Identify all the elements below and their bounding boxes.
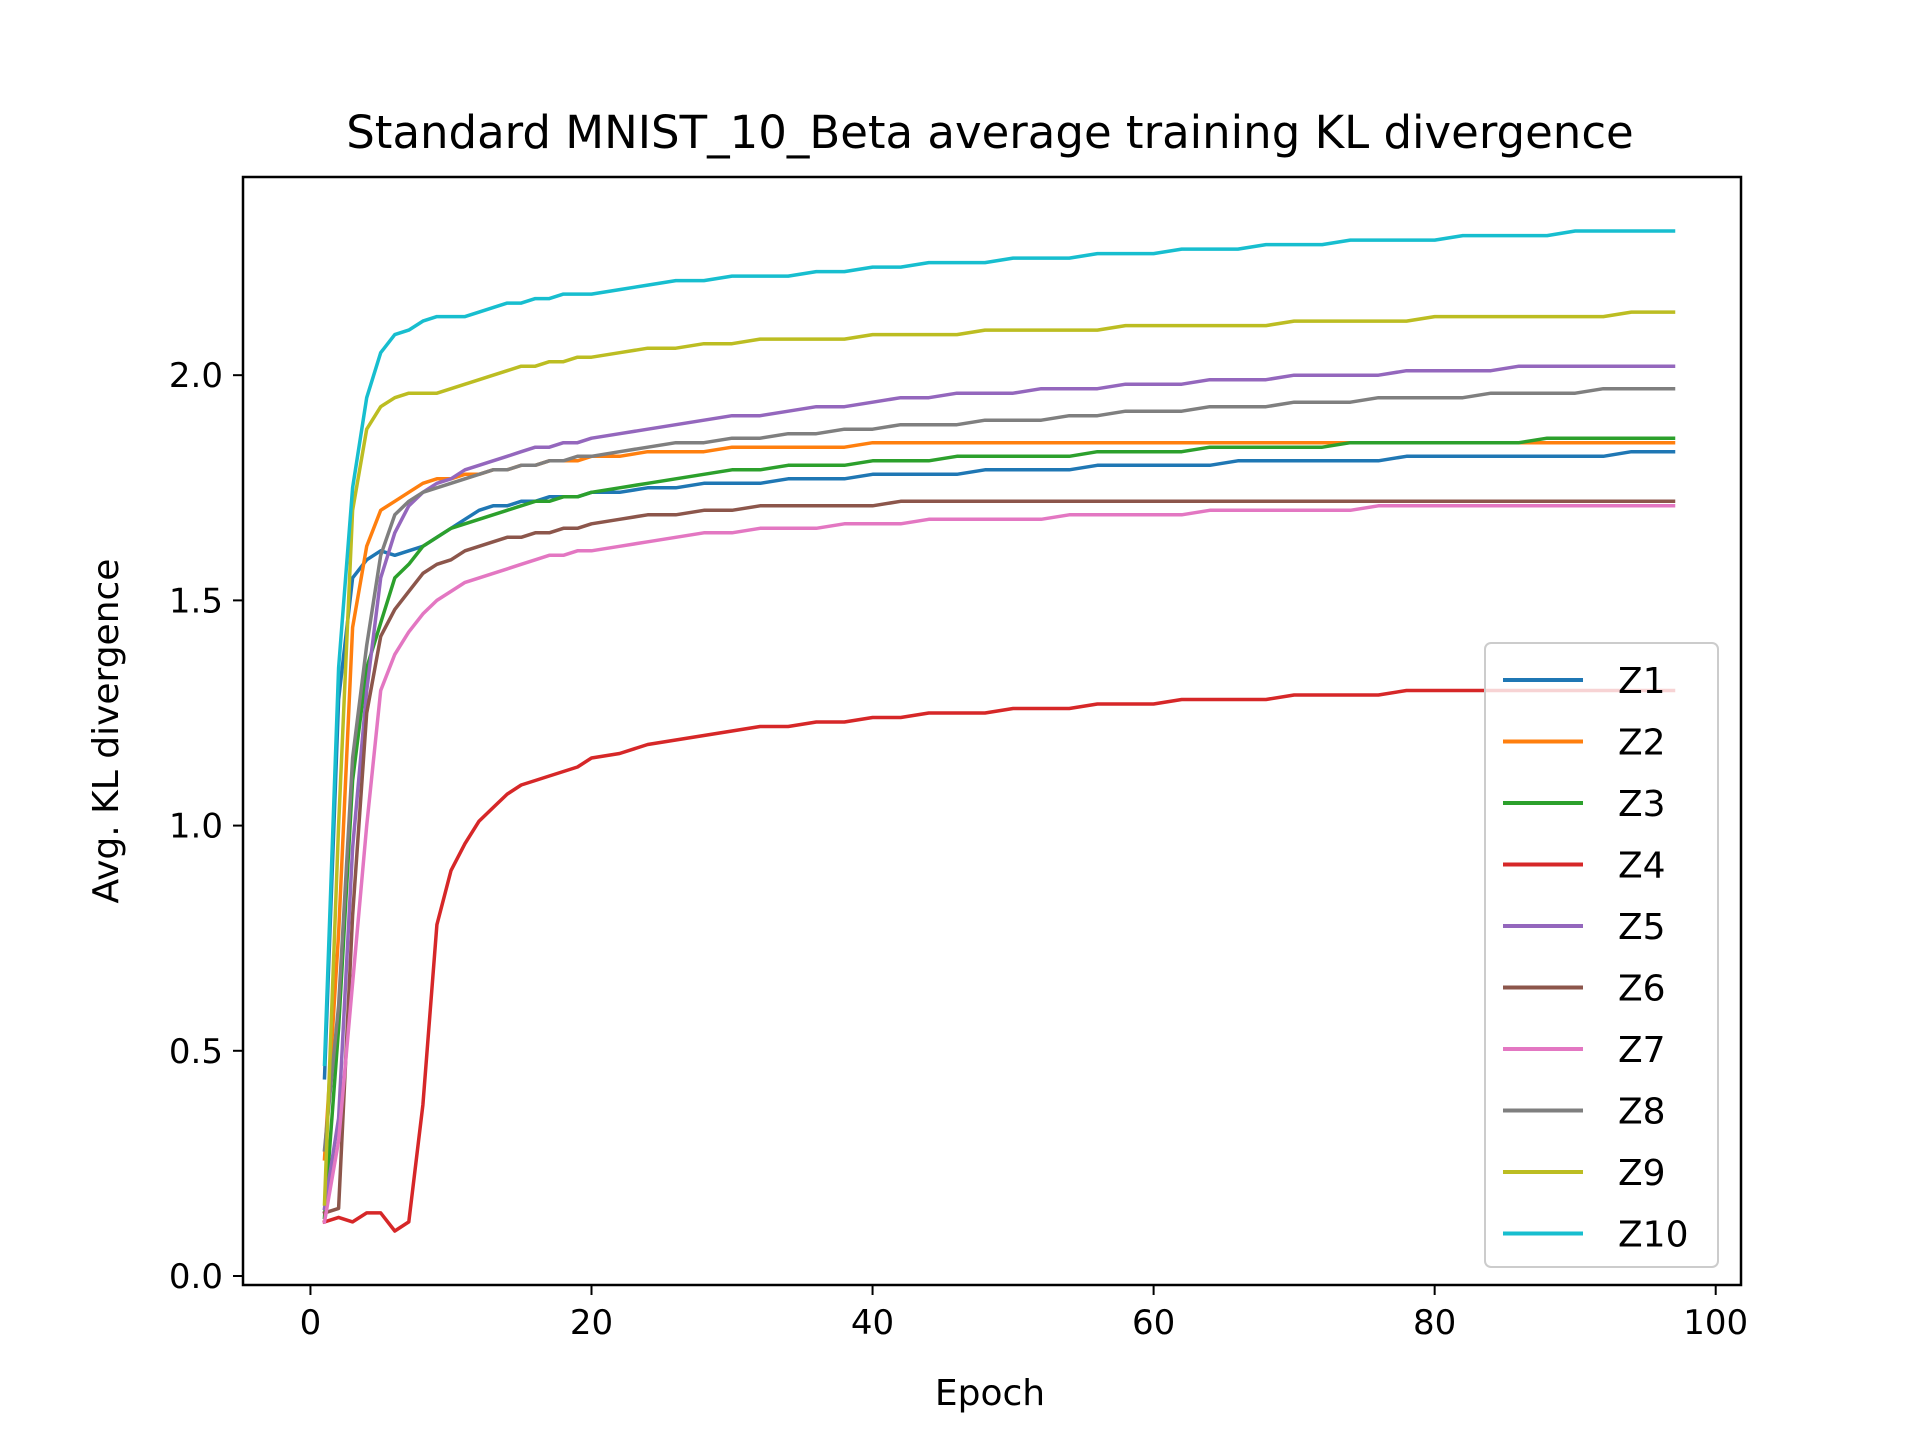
legend: Z1 Z2 Z3 Z4 Z5 Z6 Z7 Z8 Z9 Z10 xyxy=(1484,642,1719,1268)
x-axis: 0 20 40 60 80 100 xyxy=(300,1285,1748,1343)
series-line-z5 xyxy=(322,364,1676,1211)
series-line-z6 xyxy=(322,499,1676,1216)
series-line-z7 xyxy=(322,504,1676,1224)
series-line-z9 xyxy=(322,310,1676,1206)
series-line-z8 xyxy=(322,386,1676,1152)
legend-label-z5: Z5 xyxy=(1618,907,1666,948)
x-tick-label: 0 xyxy=(300,1303,322,1343)
series-layer xyxy=(322,229,1676,1233)
legend-label-z8: Z8 xyxy=(1618,1092,1666,1133)
series-line-z1 xyxy=(322,449,1676,1080)
y-tick-label: 0.0 xyxy=(169,1257,223,1297)
x-tick-label: 60 xyxy=(1132,1303,1175,1343)
series-line-z3 xyxy=(322,436,1676,1220)
x-tick-label: 20 xyxy=(570,1303,613,1343)
legend-label-z4: Z4 xyxy=(1618,846,1666,887)
y-tick-label: 0.5 xyxy=(169,1032,223,1072)
y-axis: 0.0 0.5 1.0 1.5 2.0 xyxy=(169,356,243,1297)
legend-label-z1: Z1 xyxy=(1618,661,1666,702)
x-tick-label: 40 xyxy=(851,1303,894,1343)
plot-frame xyxy=(241,175,1743,1287)
x-axis-title: Epoch xyxy=(935,1373,1045,1414)
legend-label-z6: Z6 xyxy=(1618,969,1666,1010)
legend-label-z10: Z10 xyxy=(1618,1215,1688,1256)
x-tick-label: 80 xyxy=(1413,1303,1456,1343)
chart-title: Standard MNIST_10_Beta average training … xyxy=(346,106,1634,159)
y-tick-label: 1.5 xyxy=(169,581,223,621)
legend-label-z9: Z9 xyxy=(1618,1153,1666,1194)
y-axis-title: Avg. KL divergence xyxy=(86,559,127,904)
legend-label-z7: Z7 xyxy=(1618,1030,1666,1071)
legend-label-z2: Z2 xyxy=(1618,723,1666,764)
series-line-z10 xyxy=(322,229,1676,1067)
y-tick-label: 1.0 xyxy=(169,807,223,847)
series-line-z4 xyxy=(322,688,1676,1233)
y-tick-label: 2.0 xyxy=(169,356,223,396)
legend-label-z3: Z3 xyxy=(1618,784,1666,825)
x-tick-label: 100 xyxy=(1683,1303,1748,1343)
